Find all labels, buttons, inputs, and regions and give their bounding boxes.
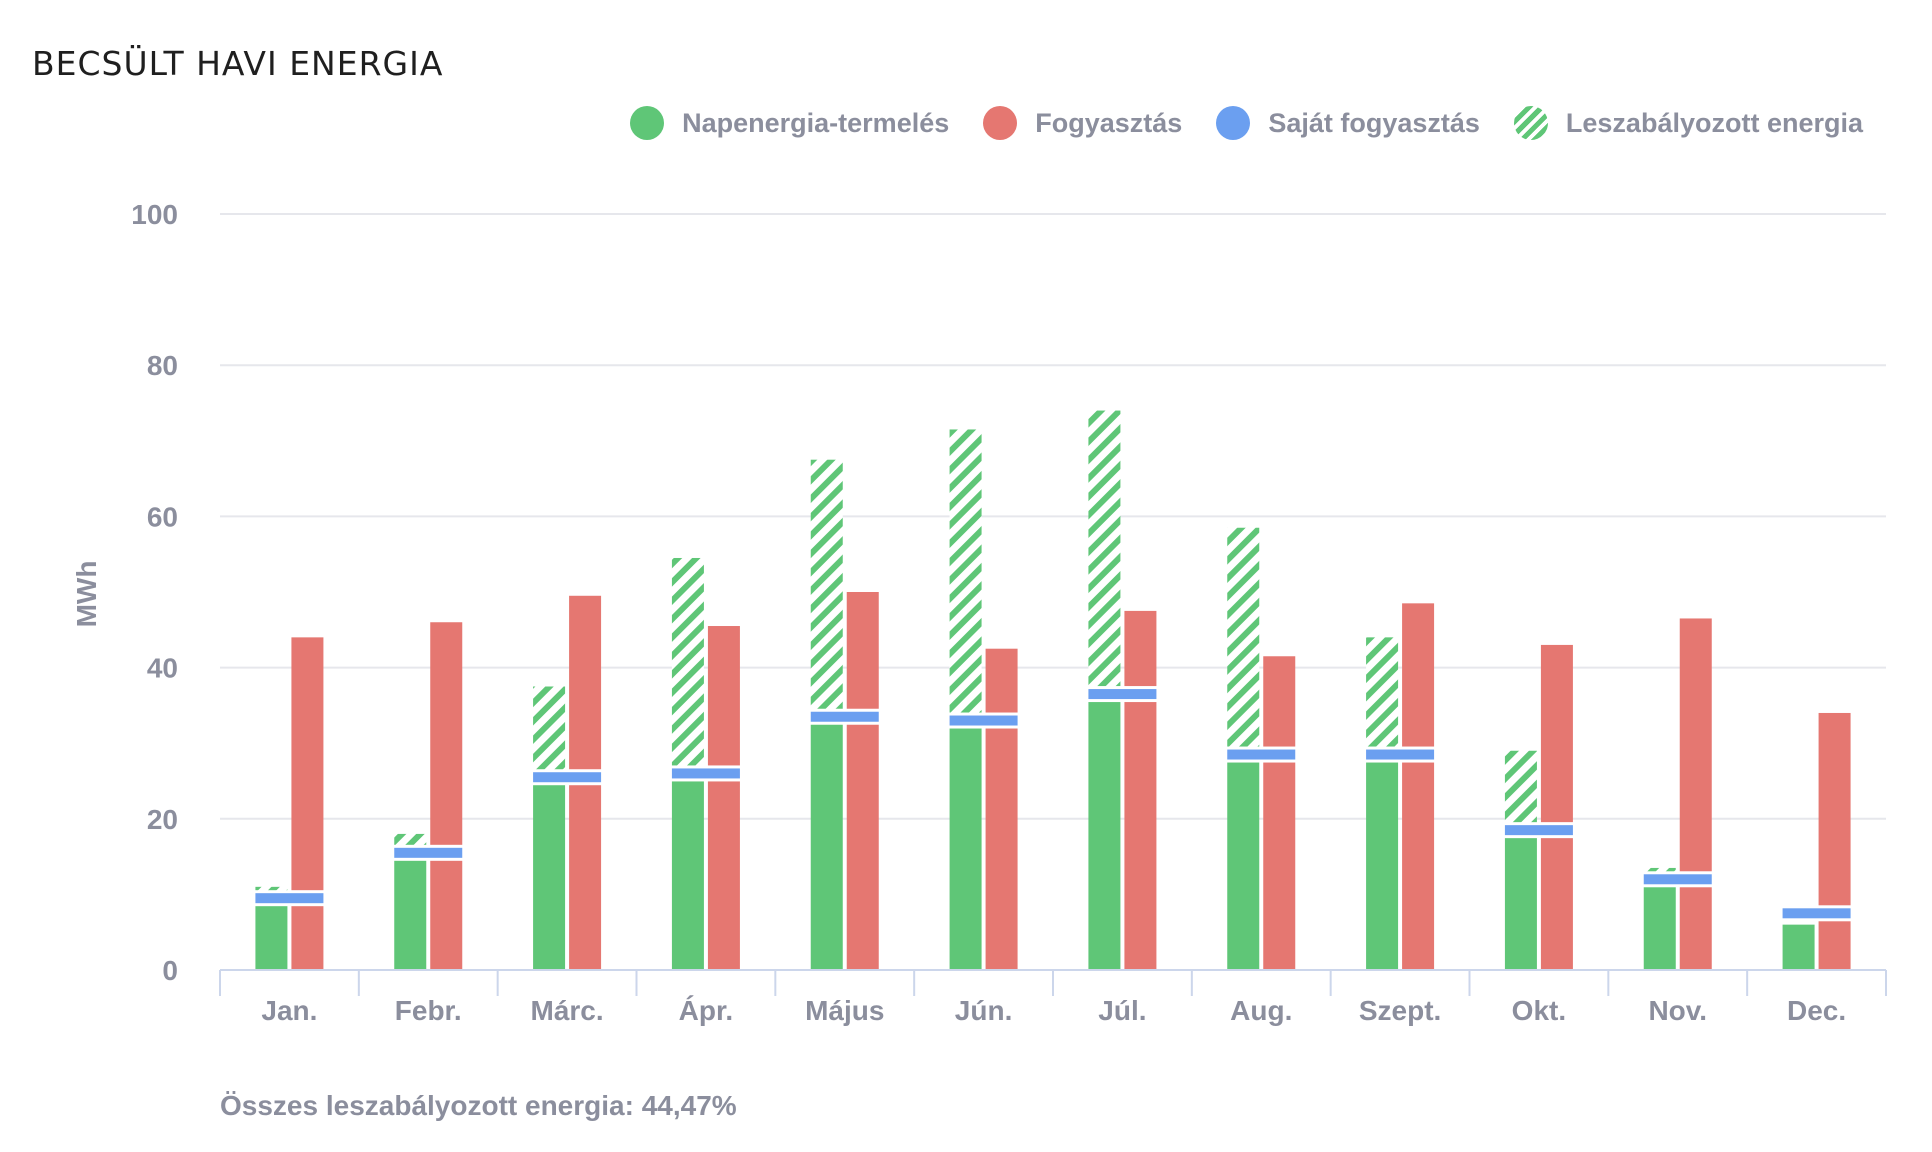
legend-label-consumption: Fogyasztás (1035, 107, 1183, 138)
legend-swatch-consumption (983, 106, 1018, 140)
chart-legend: Napenergia-termelés Fogyasztás Saját fog… (596, 106, 1863, 140)
bar-consumption-4 (846, 592, 879, 970)
legend-label-self-consumption: Saját fogyasztás (1268, 107, 1480, 138)
bar-production-8 (1366, 754, 1399, 970)
marker-self-consumption-1 (394, 847, 463, 858)
marker-self-consumption-10 (1643, 874, 1712, 885)
bar-production-2 (533, 777, 566, 970)
marker-self-consumption-9 (1504, 825, 1573, 836)
legend-swatch-production (630, 106, 665, 140)
y-tick-label: 40 (147, 653, 178, 684)
bar-consumption-7 (1263, 656, 1296, 970)
bar-curtailed-9 (1504, 750, 1537, 831)
x-tick-label: Szept. (1359, 995, 1441, 1026)
bar-production-7 (1227, 754, 1260, 970)
x-tick-label: Ápr. (679, 995, 733, 1026)
bar-curtailed-6 (1088, 410, 1121, 695)
bar-curtailed-4 (810, 459, 843, 717)
bar-consumption-3 (707, 626, 740, 970)
legend-item-consumption[interactable]: Fogyasztás (983, 106, 1182, 140)
y-axis-label: MWh (71, 561, 102, 628)
marker-self-consumption-4 (810, 711, 879, 722)
x-tick-label: Febr. (395, 995, 462, 1026)
bar-production-10 (1643, 879, 1676, 970)
bar-production-9 (1504, 830, 1537, 970)
bar-production-5 (949, 720, 982, 970)
y-tick-label: 80 (147, 350, 178, 381)
y-tick-label: 100 (131, 199, 178, 230)
marker-self-consumption-5 (949, 715, 1018, 726)
marker-self-consumption-6 (1088, 689, 1157, 700)
marker-self-consumption-7 (1227, 749, 1296, 760)
bar-consumption-8 (1402, 603, 1435, 970)
x-tick-label: Aug. (1230, 995, 1292, 1026)
bar-consumption-0 (291, 637, 324, 970)
bar-consumption-11 (1818, 712, 1851, 970)
x-tick-label: Okt. (1512, 995, 1566, 1026)
bar-production-6 (1088, 694, 1121, 970)
chart-title: BECSÜLT HAVI ENERGIA (32, 44, 444, 83)
x-tick-label: Jún. (955, 995, 1013, 1026)
x-tick-label: Júl. (1098, 995, 1146, 1026)
legend-item-production[interactable]: Napenergia-termelés (630, 106, 949, 140)
legend-item-self-consumption[interactable]: Saját fogyasztás (1216, 106, 1480, 140)
bar-consumption-5 (985, 648, 1018, 970)
bar-curtailed-7 (1227, 527, 1260, 755)
marker-self-consumption-3 (671, 768, 740, 779)
y-tick-label: 60 (147, 501, 178, 532)
bar-production-4 (810, 716, 843, 970)
x-tick-label: Nov. (1648, 995, 1707, 1026)
x-tick-label: Jan. (261, 995, 317, 1026)
x-tick-label: Márc. (531, 995, 604, 1026)
x-tick-label: Május (805, 995, 884, 1026)
bar-curtailed-8 (1366, 637, 1399, 755)
legend-label-production: Napenergia-termelés (682, 107, 950, 138)
bar-curtailed-5 (949, 429, 982, 721)
marker-self-consumption-2 (533, 772, 602, 783)
bar-consumption-9 (1540, 644, 1573, 970)
legend-swatch-self-consumption (1216, 106, 1251, 140)
bar-production-3 (671, 773, 704, 970)
marker-self-consumption-8 (1366, 749, 1435, 760)
bar-consumption-1 (430, 622, 463, 970)
bar-production-11 (1782, 924, 1815, 970)
legend-swatch-curtailed (1513, 106, 1548, 140)
x-tick-label: Dec. (1787, 995, 1846, 1026)
marker-self-consumption-11 (1782, 908, 1851, 919)
bar-production-0 (255, 898, 288, 970)
curtailed-energy-summary: Összes leszabályozott energia: 44,47% (220, 1090, 737, 1121)
y-tick-label: 20 (147, 804, 178, 835)
legend-label-curtailed: Leszabályozott energia (1565, 107, 1863, 138)
bar-production-1 (394, 852, 427, 970)
bar-consumption-10 (1679, 618, 1712, 970)
bar-curtailed-3 (671, 557, 704, 774)
bar-curtailed-2 (533, 686, 566, 778)
legend-item-curtailed[interactable]: Leszabályozott energia (1513, 106, 1863, 140)
y-tick-label: 0 (162, 955, 178, 986)
marker-self-consumption-0 (255, 893, 324, 904)
bar-consumption-6 (1124, 610, 1157, 970)
